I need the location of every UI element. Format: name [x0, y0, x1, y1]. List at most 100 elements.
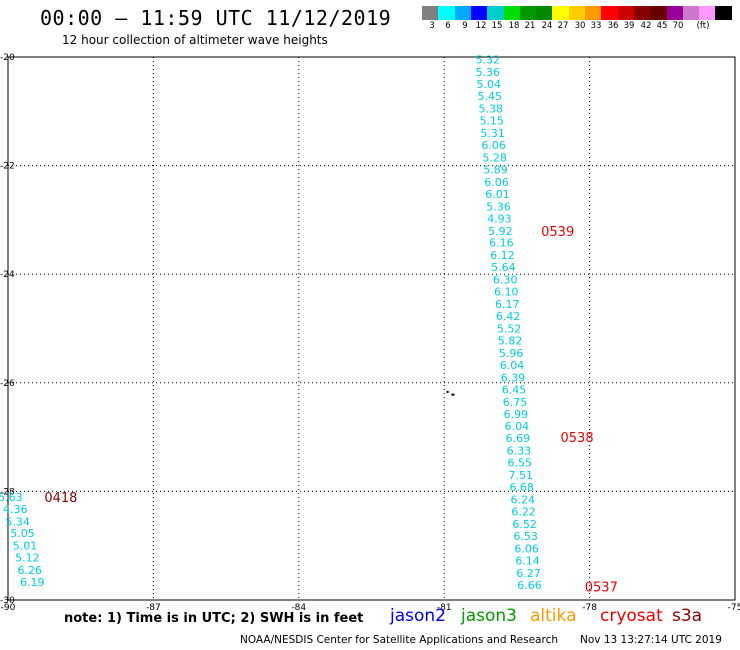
- wave-height-value: 6.27: [516, 567, 541, 580]
- color-scale-label: 3: [429, 21, 435, 31]
- wave-height-value: 7.51: [509, 469, 534, 482]
- color-scale-label: 45: [656, 21, 668, 31]
- color-scale-label: 21: [524, 21, 536, 31]
- legend-item-altika: altika: [530, 606, 577, 626]
- wave-height-value: 5.45: [478, 90, 503, 103]
- wave-height-value: 6.30: [493, 274, 518, 287]
- color-swatch: [503, 6, 521, 20]
- wave-height-value: 5.36: [486, 200, 511, 213]
- x-tick-label: -75: [728, 603, 740, 613]
- legend-item-jason2: jason2: [390, 606, 446, 626]
- x-tick-label: -84: [291, 603, 306, 613]
- wave-height-value: 5.96: [499, 347, 524, 360]
- wave-height-value: 6.19: [20, 576, 45, 589]
- color-swatch: [682, 6, 700, 20]
- wave-height-value: 5.05: [10, 527, 35, 540]
- chart-title: 00:00 – 11:59 UTC 11/12/2019: [40, 6, 392, 30]
- color-swatch: [633, 6, 651, 20]
- color-scale-label: 27: [557, 21, 569, 31]
- pass-time-label: 0538: [561, 431, 594, 446]
- wave-height-value: 6.69: [506, 432, 531, 445]
- footer-credit: NOAA/NESDIS Center for Satellite Applica…: [240, 634, 558, 646]
- color-swatch: [470, 6, 488, 20]
- wave-height-value: 6.24: [510, 494, 535, 507]
- wave-height-value: 6.99: [504, 408, 529, 421]
- wave-height-value: 5.31: [480, 127, 505, 140]
- y-tick-label: -28: [0, 487, 15, 497]
- color-swatch: [519, 6, 537, 20]
- legend-item-jason3: jason3: [461, 606, 517, 626]
- wave-height-value: 5.64: [491, 261, 516, 274]
- x-tick-label: -87: [146, 603, 161, 613]
- color-swatch: [454, 6, 472, 20]
- wave-height-value: 5.12: [15, 552, 40, 565]
- wave-height-value: 6.45: [502, 383, 527, 396]
- chart-subtitle: 12 hour collection of altimeter wave hei…: [62, 33, 328, 47]
- y-tick-label: -20: [0, 53, 15, 63]
- color-swatch: [536, 6, 553, 20]
- color-scale-label: 6: [445, 21, 451, 31]
- wave-height-value: 4.36: [3, 503, 28, 516]
- color-swatch: [487, 6, 504, 20]
- pass-time-label: 0539: [541, 225, 574, 240]
- color-scale-label: 9: [462, 21, 468, 31]
- stray-mark: [446, 390, 449, 393]
- pass-time-label: 0418: [44, 491, 77, 506]
- color-swatch: [585, 6, 602, 20]
- footer-note: note: 1) Time is in UTC; 2) SWH is in fe…: [64, 611, 364, 626]
- wave-height-value: 5.52: [497, 323, 522, 336]
- wave-height-value: 6.12: [490, 249, 515, 262]
- color-scale-label: 70: [672, 21, 684, 31]
- color-scale-label: 36: [607, 21, 619, 31]
- wave-height-value: 6.14: [515, 554, 540, 567]
- x-tick-label: -90: [1, 603, 16, 613]
- wave-height-value: 5.92: [488, 225, 513, 238]
- wave-height-value: 6.04: [500, 359, 525, 372]
- color-scale-label: 42: [640, 21, 652, 31]
- wave-height-value: 6.55: [508, 457, 533, 470]
- wave-height-value: 5.82: [498, 334, 523, 347]
- color-swatch: [422, 6, 439, 20]
- wave-height-value: 5.36: [476, 66, 501, 79]
- wave-height-value: 6.06: [484, 176, 509, 189]
- wave-height-value: 5.89: [483, 163, 508, 176]
- color-swatch: [715, 6, 733, 20]
- x-tick-label: -81: [437, 603, 452, 613]
- color-scale-label: 39: [623, 21, 635, 31]
- wave-height-value: 5.34: [5, 515, 30, 528]
- color-scale-label: 24: [541, 21, 553, 31]
- color-scale-label: 12: [475, 21, 487, 31]
- wave-height-value: 5.63: [0, 491, 23, 504]
- color-swatch: [568, 6, 586, 20]
- wave-height-value: 6.52: [512, 518, 537, 531]
- color-scale-label: 30: [574, 21, 586, 31]
- stray-mark: [451, 393, 455, 396]
- color-swatch: [552, 6, 570, 20]
- footer-timestamp: Nov 13 13:27:14 UTC 2019: [580, 634, 722, 646]
- wave-height-value: 6.26: [18, 564, 43, 577]
- color-swatch: [438, 6, 456, 20]
- wave-height-value: 6.06: [514, 542, 539, 555]
- y-tick-label: -30: [0, 596, 15, 606]
- wave-height-value: 6.39: [501, 371, 526, 384]
- legend-item-cryosat: cryosat: [600, 606, 663, 626]
- wave-height-value: 4.93: [487, 212, 512, 225]
- wave-height-value: 6.06: [481, 139, 506, 152]
- wave-height-value: 6.04: [505, 420, 530, 433]
- pass-time-label: 0537: [585, 580, 618, 595]
- wave-height-value: 6.17: [495, 298, 520, 311]
- wave-height-value: 5.28: [482, 151, 507, 164]
- x-tick-label: -78: [582, 603, 597, 613]
- color-swatch: [601, 6, 619, 20]
- wave-height-value: 6.66: [517, 579, 542, 592]
- wave-height-value: 5.15: [479, 115, 504, 128]
- wave-height-value: 6.68: [509, 481, 534, 494]
- color-swatch: [666, 6, 684, 20]
- wave-height-value: 6.75: [503, 396, 528, 409]
- wave-height-value: 5.04: [477, 78, 502, 91]
- y-tick-label: -24: [0, 270, 15, 280]
- wave-height-value: 6.33: [507, 445, 532, 458]
- wave-height-value: 5.01: [13, 540, 38, 553]
